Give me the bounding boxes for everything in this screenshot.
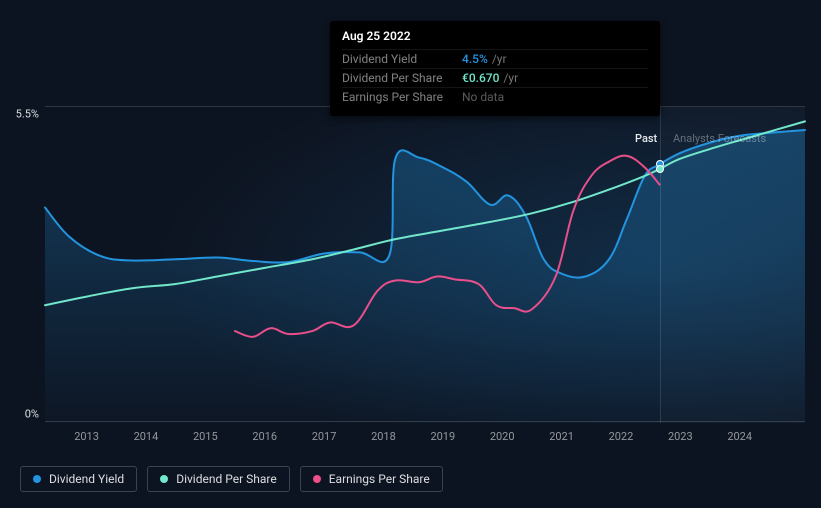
chart-svg [45,107,805,423]
tooltip-value: €0.670/yr [462,71,518,85]
tooltip-value: 4.5%/yr [462,52,507,66]
x-tick: 2018 [371,430,396,443]
y-axis-min: 0% [25,408,39,421]
legend-dot-icon [160,475,168,483]
legend-label: Earnings Per Share [329,472,430,486]
x-axis: 2013 2014 2015 2016 2017 2018 2019 2020 2021 2022… [45,430,805,448]
marker-dot [656,165,664,173]
y-axis-max: 5.5% [16,108,39,121]
tooltip-row: Earnings Per ShareNo data [342,87,648,106]
tooltip-value: No data [462,90,504,104]
hover-tooltip: Aug 25 2022 Dividend Yield4.5%/yrDividen… [330,21,660,116]
x-tick: 2021 [549,430,574,443]
tooltip-label: Dividend Per Share [342,71,462,85]
tooltip-label: Dividend Yield [342,52,462,66]
x-tick: 2015 [193,430,218,443]
x-tick: 2019 [430,430,455,443]
legend-label: Dividend Per Share [176,472,277,486]
tooltip-row: Dividend Yield4.5%/yr [342,49,648,68]
x-tick: 2014 [134,430,159,443]
x-tick: 2017 [312,430,337,443]
tooltip-date: Aug 25 2022 [342,29,648,43]
x-tick: 2024 [727,430,752,443]
legend-item[interactable]: Dividend Yield [20,466,137,492]
x-tick: 2020 [490,430,515,443]
legend-dot-icon [313,475,321,483]
x-tick: 2023 [668,430,693,443]
legend-item[interactable]: Dividend Per Share [147,466,290,492]
dividend-chart: 5.5% 0% Past Analysts Forecasts 20132014… [0,0,821,508]
legend-dot-icon [33,475,41,483]
tooltip-label: Earnings Per Share [342,90,462,104]
x-tick: 2022 [609,430,634,443]
legend-item[interactable]: Earnings Per Share [300,466,443,492]
tooltip-row: Dividend Per Share€0.670/yr [342,68,648,87]
x-tick: 2013 [74,430,99,443]
plot-area[interactable]: 5.5% 0% [45,106,805,422]
x-tick: 2016 [252,430,277,443]
hover-marker-line [660,107,661,423]
legend: Dividend Yield Dividend Per Share Earnings… [20,466,443,492]
legend-label: Dividend Yield [49,472,124,486]
